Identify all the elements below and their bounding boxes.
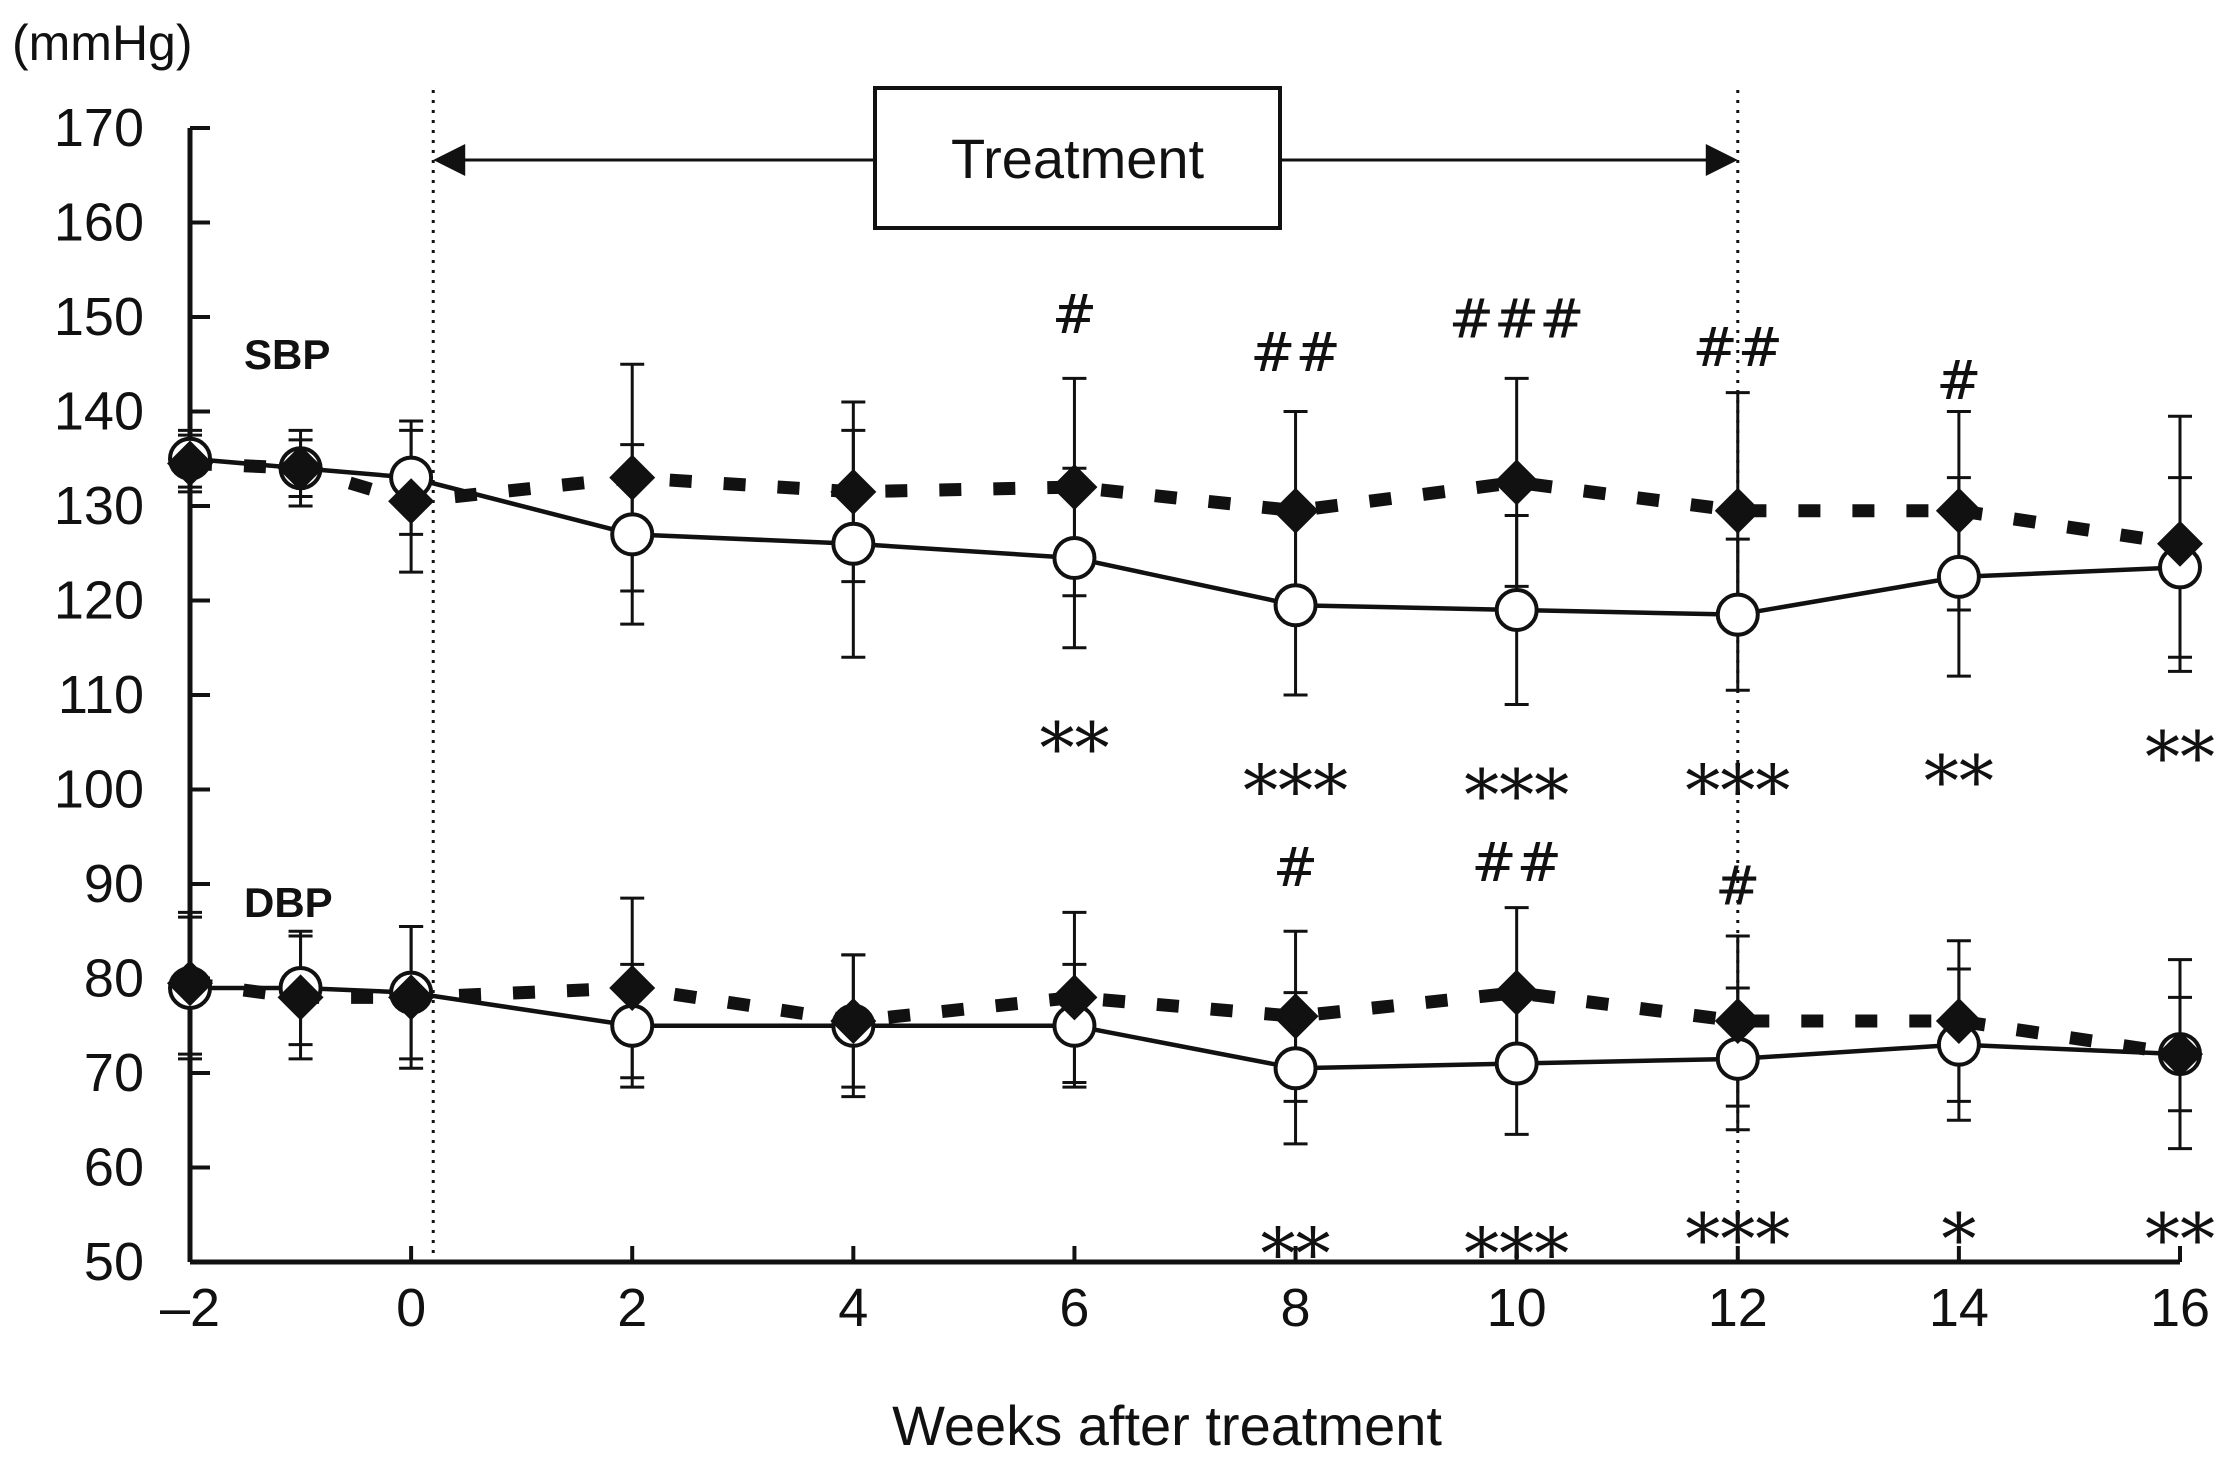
sbp-control-point [1051, 464, 1098, 511]
y-tick-label: 160 [54, 193, 144, 253]
x-tick-label: 16 [2150, 1278, 2210, 1338]
asterisk-annotation: ** [1924, 740, 1994, 822]
dbp-control-point [1935, 998, 1982, 1045]
dbp-treated-point [1494, 1041, 1539, 1086]
dbp-control-point [1714, 998, 1761, 1045]
hash-annotation: ## [1250, 321, 1341, 384]
y-axis-ticks: 50 60 70 80 90 100 110 120 130 140 150 160 170 [54, 98, 210, 1292]
asterisk-annotation: *** [1464, 755, 1569, 837]
y-tick-label: 90 [84, 854, 144, 914]
dbp-treated-point [1273, 1046, 1318, 1091]
y-tick-label: 120 [54, 571, 144, 631]
treatment-label-box [873, 86, 1282, 230]
dbp-control-point [2157, 1031, 2203, 1078]
x-tick-label: 0 [396, 1278, 426, 1338]
sbp-treated-point [1273, 583, 1318, 628]
sbp-treated-point [610, 512, 655, 557]
y-tick-label: 80 [84, 949, 144, 1009]
group-label-sbp: SBP [244, 331, 330, 378]
y-tick-label: 130 [54, 476, 144, 536]
series-layer [167, 362, 2203, 1151]
asterisk-annotation: *** [1243, 750, 1348, 832]
dbp-control-point [830, 998, 877, 1045]
asterisk-annotation: *** [1464, 1213, 1569, 1295]
y-tick-label: 140 [54, 382, 144, 442]
group-label-dbp: DBP [244, 879, 333, 926]
hash-annotation: ## [1693, 316, 1784, 379]
dbp-treated-point [610, 1003, 655, 1048]
x-tick-label: 2 [617, 1278, 647, 1338]
sbp-treated-point [1936, 554, 1981, 599]
y-tick-label: 70 [84, 1043, 144, 1103]
dbp-control-point [277, 974, 324, 1021]
dbp-treated-point [1715, 1036, 1760, 1081]
treatment-period-indicator: Treatment [431, 86, 1740, 1262]
asterisk-annotation: ** [2145, 1199, 2215, 1281]
sbp-control-point [2157, 520, 2203, 567]
x-tick-label: 6 [1059, 1278, 1089, 1338]
hash-annotation: # [1052, 283, 1097, 346]
y-tick-label: 50 [84, 1232, 144, 1292]
asterisk-annotation: ** [1039, 707, 1109, 789]
dbp-control-point [609, 964, 656, 1011]
x-tick-label: 8 [1281, 1278, 1311, 1338]
dbp-control-point [388, 974, 435, 1021]
y-tick-label: 170 [54, 98, 144, 158]
sbp-control-point [388, 478, 435, 525]
y-tick-label: 100 [54, 760, 144, 820]
dbp-control-point [1493, 969, 1540, 1016]
x-tick-label: 12 [1708, 1278, 1768, 1338]
hash-annotation: # [1936, 349, 1981, 412]
hash-annotation: ### [1449, 288, 1585, 351]
sbp-treated-point [831, 521, 876, 566]
sbp-control-point [277, 445, 324, 492]
sbp-control-point [167, 440, 213, 487]
sbp-treated-point [1494, 587, 1539, 632]
x-axis-title: Weeks after treatment [892, 1394, 1442, 1457]
series-markers [167, 436, 2203, 1091]
sbp-control-line [189, 456, 2181, 551]
sbp-control-point [609, 454, 656, 501]
significance-annotations: ###### ###***** *** *** ** **# ## #** *** *** * ** [1039, 283, 2215, 1295]
x-tick-label: 4 [838, 1278, 868, 1338]
dbp-control-point [1272, 993, 1319, 1040]
asterisk-annotation: * [1941, 1199, 1976, 1281]
sbp-control-point [830, 468, 877, 515]
x-axis-ticks: –2 0 2 4 6 8 10 12 14 16 [160, 1246, 2210, 1338]
sbp-treated-point [1052, 535, 1097, 580]
sbp-control-point [1935, 487, 1982, 534]
treatment-label: Treatment [951, 127, 1205, 190]
hash-annotation: # [1273, 836, 1318, 899]
y-tick-label: 150 [54, 287, 144, 347]
sbp-control-point [1272, 487, 1319, 534]
x-tick-label: 10 [1487, 1278, 1547, 1338]
y-tick-label: 110 [58, 665, 144, 725]
group-labels: SBP DBP [244, 331, 333, 926]
dbp-control-line [189, 976, 2181, 1061]
hash-annotation: ## [1471, 831, 1562, 894]
asterisk-annotation: ** [1261, 1213, 1331, 1295]
dbp-control-point [167, 960, 213, 1007]
asterisk-annotation: ** [2145, 717, 2215, 799]
asterisk-annotation: *** [1685, 750, 1790, 832]
dbp-control-point [1051, 974, 1098, 1021]
sbp-control-point [1493, 459, 1540, 506]
y-unit-label: (mmHg) [12, 15, 193, 71]
x-tick-label: 14 [1929, 1278, 1989, 1338]
sbp-control-point [1714, 487, 1761, 534]
sbp-treated-point [1715, 592, 1760, 637]
asterisk-annotation: *** [1685, 1199, 1790, 1281]
x-tick-label: –2 [160, 1278, 220, 1338]
hash-annotation: # [1715, 855, 1760, 918]
y-tick-label: 60 [84, 1138, 144, 1198]
arrowhead-right-icon [1705, 144, 1738, 176]
arrowhead-left-icon [433, 144, 466, 176]
